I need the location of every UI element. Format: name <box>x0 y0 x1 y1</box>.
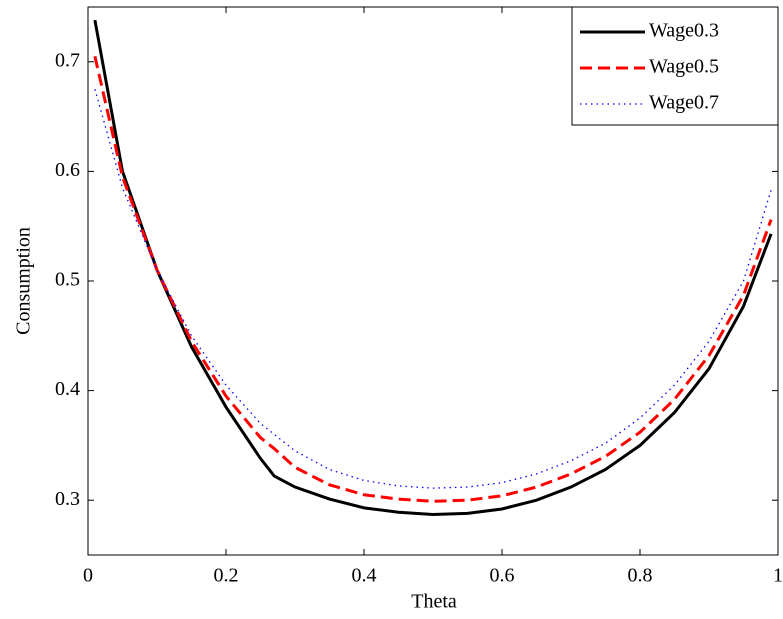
x-tick-label: 1 <box>773 565 783 587</box>
series-line <box>93 55 773 503</box>
y-tick-label: 0.7 <box>55 49 80 71</box>
y-tick-label: 0.6 <box>55 159 80 181</box>
x-tick-label: 0.2 <box>214 565 239 587</box>
legend-label: Wage0.3 <box>649 20 719 42</box>
x-tick-label: 0.8 <box>628 565 653 587</box>
y-tick-label: 0.3 <box>55 488 80 510</box>
x-axis-label: Theta <box>411 591 457 613</box>
y-axis-label: Consumption <box>13 227 35 335</box>
x-tick-label: 0.6 <box>490 565 515 587</box>
series-line <box>94 89 772 489</box>
series-line <box>93 19 773 516</box>
x-tick-label: 0 <box>83 565 93 587</box>
y-tick-label: 0.5 <box>55 269 80 291</box>
legend-label: Wage0.5 <box>649 56 719 78</box>
legend-box <box>571 6 779 126</box>
legend-label: Wage0.7 <box>649 92 719 114</box>
x-tick-label: 0.4 <box>352 565 377 587</box>
y-tick-label: 0.4 <box>55 378 80 400</box>
